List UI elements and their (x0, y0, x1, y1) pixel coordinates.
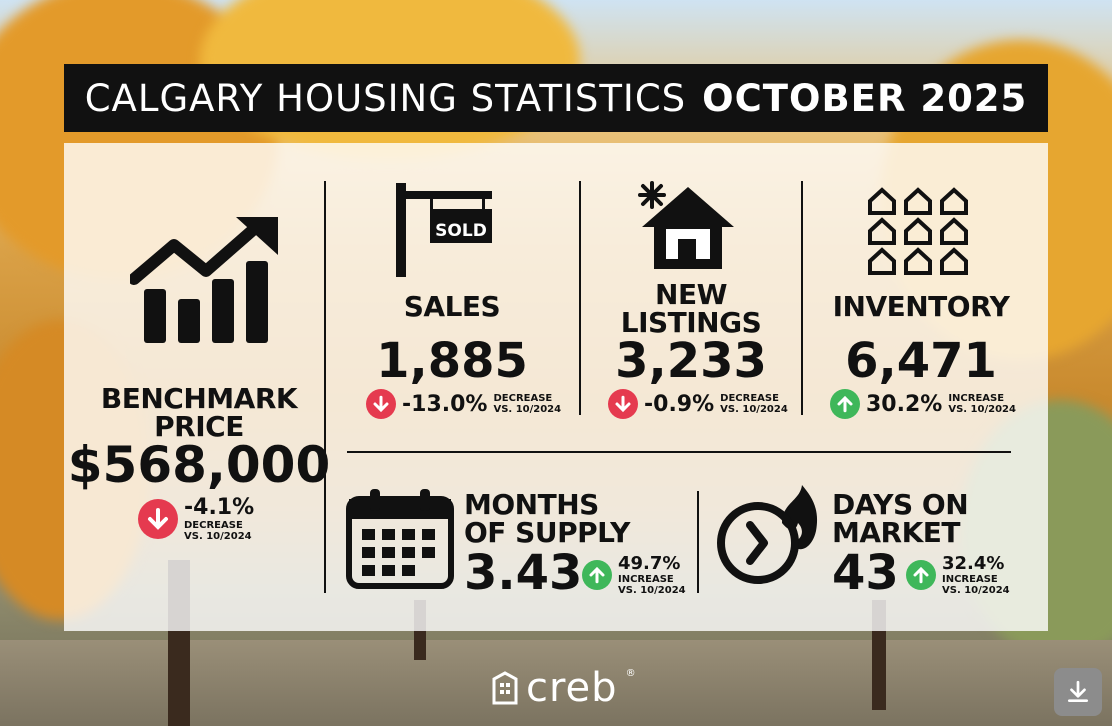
new-listings-value: 3,233 (615, 333, 767, 389)
benchmark-pct: -4.1% (184, 495, 255, 520)
months-supply-pct: 49.7% (618, 553, 681, 574)
months-supply-value: 3.43 (464, 545, 583, 601)
days-market-pct: 32.4% (942, 553, 1005, 574)
registered-mark: ® (625, 668, 636, 679)
download-icon (1067, 680, 1089, 703)
months-supply-change: 49.7% INCREASE VS. 10/2024 (582, 553, 686, 596)
new-listings-change: -0.9% DECREASE VS. 10/2024 (608, 389, 788, 419)
sales-value: 1,885 (376, 333, 528, 389)
benchmark-change-word: DECREASE (184, 520, 243, 531)
divider (347, 451, 1011, 453)
months-supply-change-word: INCREASE (618, 574, 674, 585)
months-supply-compare: VS. 10/2024 (618, 585, 686, 596)
days-market-value: 43 (832, 545, 899, 601)
inventory-change-word: INCREASE (948, 393, 1005, 404)
houses-grid-icon (868, 187, 968, 275)
divider (697, 491, 699, 593)
sales-compare: VS. 10/2024 (493, 404, 562, 415)
sold-sign-text: SOLD (435, 221, 487, 241)
inventory-value: 6,471 (845, 333, 997, 389)
up-arrow-icon (906, 559, 936, 590)
inventory-compare: VS. 10/2024 (948, 404, 1016, 415)
sales-change-word: DECREASE (493, 393, 553, 404)
sales-change: -13.0% DECREASE VS. 10/2024 (366, 389, 561, 419)
divider (579, 181, 581, 415)
creb-logo-mark-icon (492, 671, 518, 705)
sold-sign-icon (396, 183, 492, 277)
benchmark-compare: VS. 10/2024 (184, 531, 252, 542)
clock-flame-icon (717, 485, 818, 584)
days-market-label: DAYS ON MARKET (832, 488, 969, 549)
calendar-icon (346, 489, 454, 589)
days-market-change: 32.4% INCREASE VS. 10/2024 (906, 553, 1010, 596)
creb-logo: creb ® (492, 668, 636, 708)
benchmark-change: -4.1% DECREASE VS. 10/2024 (138, 495, 254, 542)
divider (324, 181, 326, 593)
down-arrow-icon (608, 389, 638, 419)
months-supply-label: MONTHS OF SUPPLY (464, 488, 630, 549)
inventory-pct: 30.2% (866, 391, 943, 417)
new-listings-compare: VS. 10/2024 (720, 404, 788, 415)
title-text: CALGARY HOUSING STATISTICS (84, 76, 687, 120)
down-arrow-icon (138, 498, 178, 539)
new-listings-pct: -0.9% (644, 391, 715, 417)
days-market-change-word: INCREASE (942, 574, 998, 585)
benchmark-value: $568,000 (67, 436, 331, 494)
inventory-change: 30.2% INCREASE VS. 10/2024 (830, 389, 1016, 419)
days-market-compare: VS. 10/2024 (942, 585, 1010, 596)
stats-panel: BENCHMARK PRICE $568,000 -4.1% DECREASE V… (64, 143, 1048, 631)
sales-pct: -13.0% (402, 391, 488, 417)
sales-label: SALES (403, 290, 501, 323)
title-date: OCTOBER 2025 (702, 76, 1028, 120)
new-listings-label: NEW LISTINGS (620, 278, 762, 339)
up-arrow-icon (830, 389, 860, 419)
bar-chart-growth-icon (130, 217, 278, 343)
down-arrow-icon (366, 389, 396, 419)
inventory-label: INVENTORY (832, 290, 1010, 323)
new-house-icon (638, 181, 734, 269)
title-bar: CALGARY HOUSING STATISTICS OCTOBER 2025 (64, 64, 1048, 132)
up-arrow-icon (582, 559, 612, 590)
download-button[interactable] (1054, 668, 1102, 716)
benchmark-label: BENCHMARK PRICE (100, 382, 298, 443)
creb-logo-text: creb (526, 665, 618, 711)
new-listings-change-word: DECREASE (720, 393, 779, 404)
divider (801, 181, 803, 415)
